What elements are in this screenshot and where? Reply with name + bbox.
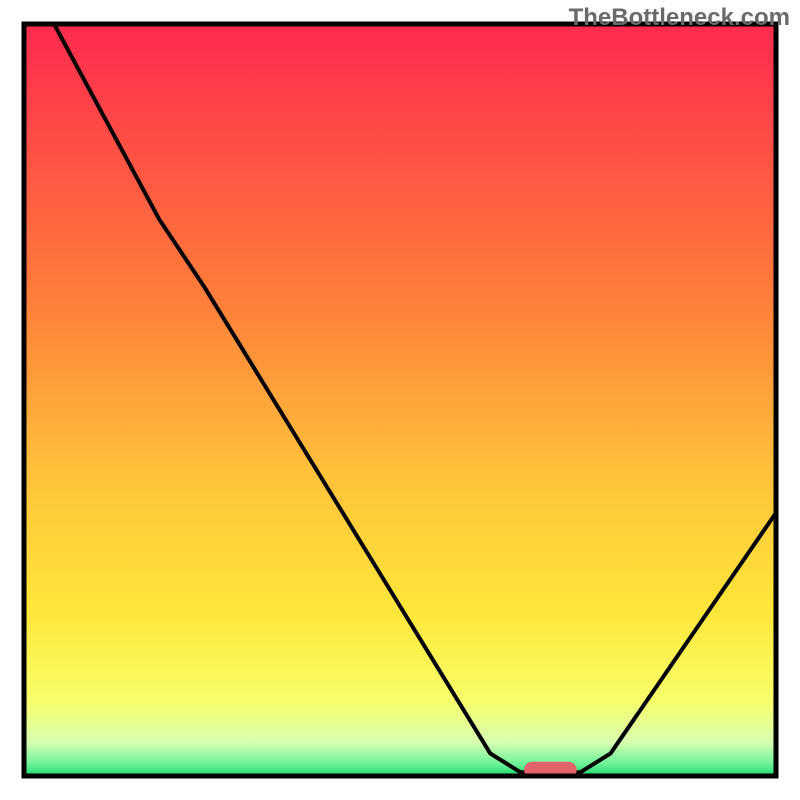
plot-gradient-background (24, 24, 776, 776)
bottleneck-chart: TheBottleneck.com (0, 0, 800, 800)
chart-svg (0, 0, 800, 800)
